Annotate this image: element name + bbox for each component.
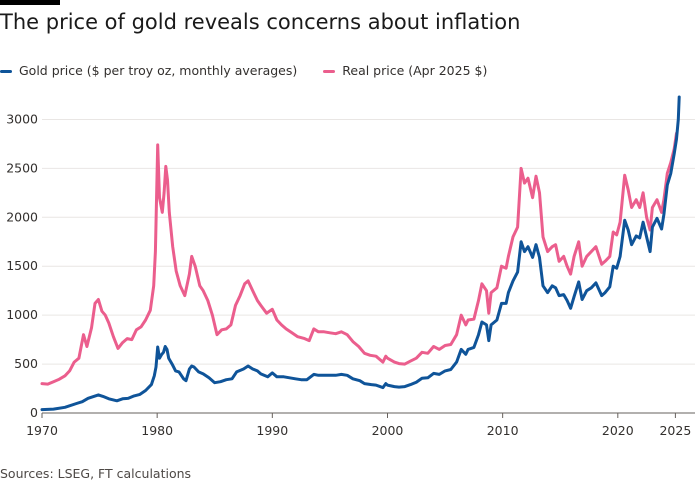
gold-price-chart: 0 500 1000 1500 2000 2500 3000 1970 1980 1990 2000… [6,95,695,438]
x-tick-label: 2025 [659,423,691,438]
legend-swatch-real [323,70,336,73]
y-tick-label: 0 [30,405,38,420]
y-tick-label: 2000 [6,209,38,224]
series-line-gold-price [40,95,681,412]
x-tick-label: 1970 [26,423,58,438]
legend-label-nominal: Gold price ($ per troy oz, monthly avera… [19,63,298,78]
y-tick-label: 3000 [6,111,38,126]
legend-swatch-nominal [0,70,12,73]
legend-item-real: Real price (Apr 2025 $) [323,63,487,78]
legend-label-real: Real price (Apr 2025 $) [342,63,488,78]
legend-item-nominal: Gold price ($ per troy oz, monthly avera… [0,63,297,78]
source-note: Sources: LSEG, FT calculations [0,466,192,481]
y-tick-label: 1500 [6,258,38,273]
y-tick-label: 2500 [6,160,38,175]
y-tick-label: 500 [14,356,38,371]
chart-title: The price of gold reveals concerns about… [0,10,521,34]
chart-legend: Gold price ($ per troy oz, monthly avera… [0,62,509,78]
x-tick-label: 2010 [487,423,519,438]
brand-bar [0,0,60,5]
y-tick-label: 1000 [6,307,38,322]
x-tick-label: 1990 [256,423,288,438]
x-tick-label: 2020 [602,423,634,438]
x-tick-label: 2000 [372,423,404,438]
series-line-real-price [40,131,678,386]
x-tick-label: 1980 [141,423,173,438]
